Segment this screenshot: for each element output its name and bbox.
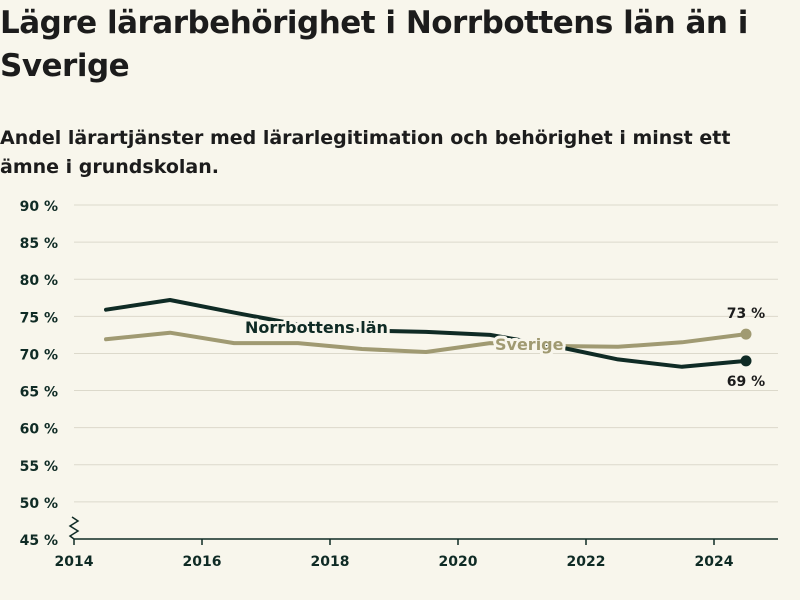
y-tick-label: 50 % <box>20 496 58 512</box>
x-tick-label: 2016 <box>183 554 222 570</box>
chart-title: Lägre lärarbehörighet i Norrbottens län … <box>0 5 748 84</box>
end-point-sverige <box>740 328 752 340</box>
end-point-norrbotten <box>740 355 752 367</box>
series-line-sverige <box>104 330 748 354</box>
x-tick-label: 2018 <box>311 554 350 570</box>
x-tick-label: 2020 <box>439 554 478 570</box>
y-tick-label: 75 % <box>20 310 58 326</box>
y-tick-label: 90 % <box>20 199 58 215</box>
axis-break-icon <box>68 516 80 540</box>
y-tick-label: 45 % <box>20 533 58 549</box>
y-tick-label: 60 % <box>20 422 58 438</box>
series-labels: Norrbottens län Sverige 73 % 69 % <box>242 306 765 390</box>
end-value-label-sverige: 73 % <box>727 306 765 322</box>
x-tick-label: 2024 <box>695 554 734 570</box>
y-tick-label: 55 % <box>20 459 58 475</box>
series-label-norrbotten: Norrbottens län <box>245 318 388 337</box>
y-tick-label: 70 % <box>20 347 58 363</box>
series-group <box>104 298 752 369</box>
end-value-label-norrbotten: 69 % <box>727 374 765 390</box>
x-tick-label: 2022 <box>567 554 606 570</box>
series-line-norrbotten <box>104 298 748 369</box>
x-tick-label: 2014 <box>55 554 94 570</box>
y-tick-label: 80 % <box>20 273 58 289</box>
y-tick-label: 65 % <box>20 385 58 401</box>
grid-lines <box>68 204 778 540</box>
series-label-sverige: Sverige <box>495 335 564 354</box>
y-tick-label: 85 % <box>20 236 58 252</box>
chart-subtitle: Andel lärartjänster med lärarlegitimatio… <box>0 127 731 178</box>
x-axis-ticks: 2014 2016 2018 2020 2022 2024 <box>55 539 734 570</box>
y-axis-ticks: 90 % 85 % 80 % 75 % 70 % 65 % 60 % 55 % 50 % 45 % <box>20 199 58 549</box>
